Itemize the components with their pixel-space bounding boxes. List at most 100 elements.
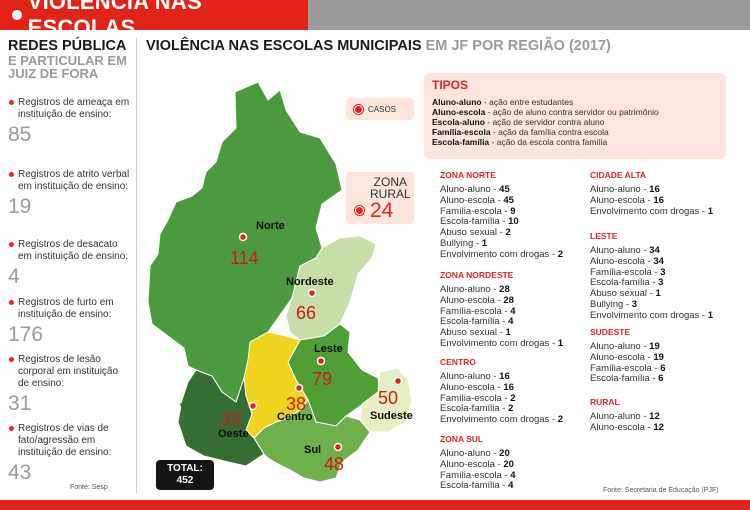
stat-lesao: Registros de lesão corporal em instituiç… bbox=[8, 354, 130, 415]
stat-value: 43 bbox=[8, 461, 32, 484]
row-label: Família-escola - bbox=[440, 305, 511, 317]
region-detail-row: Escola-família - 3 bbox=[590, 277, 713, 289]
region-detail-row: Aluno-escola - 12 bbox=[590, 421, 664, 434]
column-divider bbox=[136, 38, 137, 494]
case-marker-icon bbox=[355, 206, 364, 215]
stat-label: Registros de furto em instituição de ens… bbox=[8, 297, 130, 321]
row-value: 16 bbox=[653, 194, 664, 206]
region-detail-row: Aluno-escola - 16 bbox=[590, 194, 713, 207]
type-row: Família-escola - ação da família contra … bbox=[432, 127, 718, 137]
row-label: Aluno-escola - bbox=[590, 194, 654, 206]
rural-value: 24 bbox=[370, 199, 394, 222]
map-legend: CASOS bbox=[346, 98, 414, 120]
types-title: TIPOS bbox=[432, 78, 469, 92]
row-label: Bullying - bbox=[440, 237, 482, 249]
row-value: 19 bbox=[653, 351, 664, 363]
row-value: 10 bbox=[508, 216, 519, 228]
main-title-dark: VIOLÊNCIA NAS ESCOLAS MUNICIPAIS bbox=[146, 38, 422, 54]
row-label: Aluno-escola - bbox=[590, 421, 654, 433]
row-value: 28 bbox=[499, 284, 510, 295]
region-detail-row: Escola-família - 2 bbox=[440, 403, 563, 415]
row-label: Envolvimento com drogas - bbox=[590, 205, 708, 217]
stat-label: Registros de lesão corporal em instituiç… bbox=[8, 354, 130, 390]
marker-leste bbox=[316, 356, 326, 366]
region-sul bbox=[253, 398, 371, 483]
map-label-centro: Centro bbox=[277, 411, 313, 423]
footer-bar bbox=[0, 500, 750, 510]
stat-value: 31 bbox=[8, 392, 32, 415]
region-detail-row: Abuso sexual - 1 bbox=[590, 288, 713, 300]
map-value-nordeste: 66 bbox=[296, 303, 316, 323]
region-detail-row: Aluno-aluno - 34 bbox=[590, 245, 713, 257]
rural-label-line2: RURAL bbox=[370, 187, 411, 201]
row-value: 1 bbox=[505, 327, 511, 339]
total-label: TOTAL: bbox=[167, 463, 203, 474]
map-value-centro: 38 bbox=[286, 394, 306, 414]
region-detail-row: Envolvimento com drogas - 2 bbox=[440, 249, 563, 261]
row-label: Aluno-aluno - bbox=[590, 184, 650, 195]
type-desc: - ação de aluno contra servidor ou patri… bbox=[485, 107, 659, 117]
row-label: Envolvimento com drogas - bbox=[440, 337, 558, 349]
row-value: 19 bbox=[649, 341, 660, 352]
region-detail-rural: RURAL Aluno-aluno - 12 Aluno-escola - 12 bbox=[590, 397, 664, 434]
bullet-icon bbox=[12, 10, 22, 20]
row-label: Família-escola - bbox=[590, 266, 661, 278]
row-value: 2 bbox=[508, 403, 514, 415]
row-label: Aluno-aluno - bbox=[590, 245, 650, 256]
row-label: Aluno-aluno - bbox=[440, 184, 500, 195]
region-detail-nordeste: ZONA NORDESTE Aluno-aluno - 28 Aluno-esc… bbox=[440, 270, 563, 350]
row-value: 45 bbox=[503, 194, 514, 206]
region-detail-row: Família-escola - 3 bbox=[590, 266, 713, 279]
map-label-norte: Norte bbox=[256, 220, 285, 232]
row-value: 2 bbox=[505, 227, 511, 239]
stat-desacato: Registros de desacato em instituição de … bbox=[8, 239, 130, 288]
type-row: Aluno-escola - ação de aluno contra serv… bbox=[432, 107, 718, 117]
legend-label: CASOS bbox=[368, 104, 397, 114]
row-value: 16 bbox=[649, 184, 660, 195]
region-detail-row: Família-escola - 6 bbox=[590, 363, 666, 375]
left-title: REDES PÚBLICA bbox=[8, 38, 127, 54]
region-detail-row: Família-escola - 2 bbox=[440, 393, 563, 405]
region-detail-row: Aluno-aluno - 45 bbox=[440, 184, 563, 196]
map-value-sudeste: 50 bbox=[378, 388, 398, 408]
row-label: Aluno-escola - bbox=[440, 294, 504, 306]
region-detail-row: Aluno-aluno - 20 bbox=[440, 448, 516, 460]
region-detail-row: Família-escola - 9 bbox=[440, 206, 563, 218]
stat-label: Registros de ameaça em instituição de en… bbox=[8, 97, 130, 121]
row-label: Aluno-aluno - bbox=[440, 371, 500, 382]
page-title: VIOLÊNCIA NAS ESCOLAS bbox=[27, 0, 202, 40]
row-value: 45 bbox=[499, 184, 510, 195]
row-label: Abuso sexual - bbox=[440, 327, 506, 339]
row-label: Abuso sexual - bbox=[440, 227, 506, 239]
row-value: 12 bbox=[649, 411, 660, 422]
row-value: 4 bbox=[508, 316, 514, 328]
types-box: TIPOS Aluno-aluno - ação entre estudante… bbox=[424, 73, 726, 159]
row-value: 34 bbox=[653, 255, 664, 267]
region-detail-leste: LESTE Aluno-aluno - 34 Aluno-escola - 34… bbox=[590, 231, 713, 322]
map-value-oeste: 33 bbox=[220, 409, 240, 429]
row-value: 1 bbox=[707, 309, 714, 321]
row-label: Escola-família - bbox=[440, 316, 509, 328]
region-detail-row: Escola-família - 4 bbox=[440, 480, 516, 492]
region-detail-row: Abuso sexual - 2 bbox=[440, 227, 563, 239]
type-row: Escola-família - ação da escola contra f… bbox=[432, 137, 718, 147]
region-detail-norte: ZONA NORTE Aluno-aluno - 45 Aluno-escola… bbox=[440, 170, 563, 261]
region-detail-row: Envolvimento com drogas - 1 bbox=[440, 337, 563, 350]
header-title-block: VIOLÊNCIA NAS ESCOLAS bbox=[0, 0, 308, 40]
region-detail-row: Escola-família - 6 bbox=[590, 373, 666, 385]
region-detail-row: Família-escola - 4 bbox=[440, 470, 516, 482]
rural-label: ZONA RURAL bbox=[370, 176, 411, 200]
stat-value: 85 bbox=[8, 123, 32, 146]
region-detail-row: Envolvimento com drogas - 2 bbox=[440, 414, 563, 426]
row-value: 4 bbox=[508, 480, 514, 492]
stat-label: Registros de vias de fato/agressão em in… bbox=[8, 423, 130, 459]
row-value: 1 bbox=[655, 288, 661, 300]
region-detail-title: SUDESTE bbox=[590, 327, 631, 337]
row-value: 4 bbox=[510, 305, 516, 317]
type-desc: - ação da família contra escola bbox=[490, 127, 609, 137]
region-detail-row: Bullying - 1 bbox=[440, 237, 563, 250]
row-label: Escola-família - bbox=[440, 216, 509, 228]
row-label: Abuso sexual - bbox=[590, 288, 656, 300]
stat-label: Registros de desacato em instituição de … bbox=[8, 239, 130, 263]
main-title: VIOLÊNCIA NAS ESCOLAS MUNICIPAIS EM JF P… bbox=[146, 38, 611, 54]
